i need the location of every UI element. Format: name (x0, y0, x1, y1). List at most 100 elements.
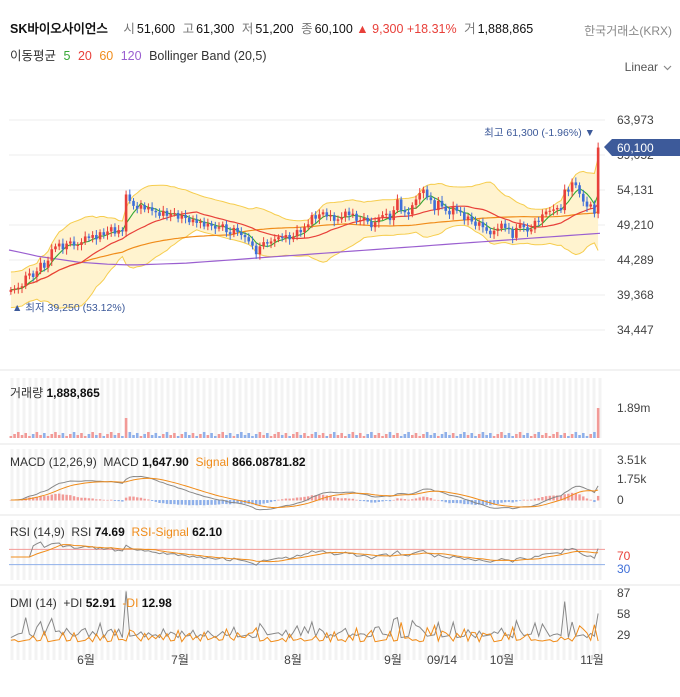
candle-body (57, 243, 61, 247)
candle-body (314, 215, 317, 219)
volume-bar (381, 436, 384, 438)
volume-bar (57, 435, 61, 438)
candle-body (448, 210, 451, 215)
macd-histogram-bar (340, 498, 343, 501)
bollinger-label: Bollinger Band (20,5) (149, 49, 267, 63)
candle-body (46, 260, 50, 268)
price-tick-label: 63,973 (617, 113, 654, 127)
volume-bar (154, 433, 158, 438)
macd-params: (12,26,9) (48, 455, 97, 469)
candle-body (254, 245, 258, 255)
plus-di-value: 52.91 (85, 596, 116, 610)
volume-bar (295, 432, 299, 438)
candle-body (321, 212, 325, 215)
candle-body (213, 225, 217, 229)
macd-histogram-bar (83, 497, 87, 501)
candle-body (593, 204, 596, 214)
candle-body (176, 212, 180, 219)
rsi-signal-line (10, 544, 599, 563)
macd-histogram-bar (437, 499, 440, 501)
rsi-signal-value: 62.10 (192, 525, 223, 539)
volume-bar (596, 408, 600, 438)
dmi-params: (14) (35, 596, 57, 610)
stock-name[interactable]: SK바이오사이언스 (10, 22, 108, 36)
macd-histogram-bar (292, 498, 295, 501)
volume-bar (544, 433, 548, 438)
volume-bar (422, 434, 425, 438)
candle-body (437, 200, 440, 211)
macd-histogram-bar (221, 500, 224, 504)
volume-bar (243, 435, 247, 438)
candle-body (269, 241, 273, 244)
volume-bar (541, 435, 544, 438)
price-tick-label: 49,210 (617, 218, 654, 232)
volume-bar (329, 434, 332, 438)
volume-bar (581, 433, 585, 438)
rsi-value: 74.69 (94, 525, 125, 539)
volume-bar (470, 433, 474, 438)
candle-body (418, 193, 422, 200)
volume-bar (113, 435, 117, 438)
candle-body (158, 212, 161, 216)
volume-bar (83, 436, 87, 438)
volume-bar (303, 433, 306, 438)
ma5-label: 5 (63, 49, 71, 63)
bollinger-upper-line (10, 157, 599, 273)
chevron-down-icon[interactable] (663, 63, 672, 72)
macd-histogram-bar (455, 500, 459, 504)
candle-body (414, 199, 418, 206)
macd-histogram-bar (247, 500, 250, 504)
volume-bar (109, 432, 113, 438)
macd-histogram-bar (381, 500, 384, 502)
candle-body (474, 221, 477, 226)
volume-bar (221, 432, 225, 438)
candle-body (596, 147, 600, 214)
volume-bar (288, 436, 291, 438)
volume-pane-title: 거래량 (10, 386, 44, 400)
volume-bar (396, 433, 399, 438)
candle-body (124, 194, 128, 232)
volume-bar (139, 436, 143, 438)
volume-bar (366, 434, 369, 438)
macd-pane-legend: MACD (12,26,9) MACD 1,647.90 Signal 866.… (10, 455, 306, 469)
volume-bar (102, 436, 106, 438)
rsi-tick-70: 70 (617, 549, 631, 563)
candle-body (366, 217, 369, 222)
macd-histogram-bar (95, 499, 98, 501)
candle-body (410, 205, 414, 215)
macd-histogram-bar (87, 498, 91, 501)
macd-histogram-bar (325, 495, 329, 501)
volume-bar (440, 434, 444, 438)
volume-tick-label: 1.89m (617, 401, 650, 415)
volume-bar (518, 432, 522, 438)
volume-bar (147, 432, 150, 438)
volume-bar (61, 433, 65, 438)
low-label: 저 (241, 22, 254, 36)
candle-body (139, 205, 143, 209)
volume-bar (481, 432, 485, 438)
macd-histogram-bar (582, 496, 585, 501)
volume-bar (251, 436, 254, 438)
minus-di-value: 12.98 (141, 596, 172, 610)
macd-histogram-bar (124, 497, 128, 501)
max-price-annotation: 최고 61,300 (-1.96%) ▼ (484, 127, 595, 139)
volume-bar (407, 432, 410, 438)
macd-histogram-bar (496, 500, 499, 504)
volume-bar (496, 434, 500, 438)
candle-body (202, 221, 206, 227)
indicator-legend[interactable]: 이동평균 5 20 60 120 Bollinger Band (20,5) (10, 45, 271, 64)
volume-bar (555, 432, 559, 438)
macd-histogram-bar (373, 500, 377, 503)
volume-bar (135, 433, 139, 438)
current-price-tag: 60,100 (617, 141, 654, 155)
scale-mode-selector[interactable]: Linear (624, 60, 658, 74)
volume-bar (50, 434, 54, 438)
volume-bar (258, 432, 262, 438)
candle-body (35, 271, 39, 277)
candle-body (344, 211, 347, 218)
volume-bar (199, 434, 202, 438)
volume-bar (466, 435, 470, 438)
x-axis-label: 09/14 (427, 653, 457, 667)
macd-histogram-bar (477, 500, 481, 505)
